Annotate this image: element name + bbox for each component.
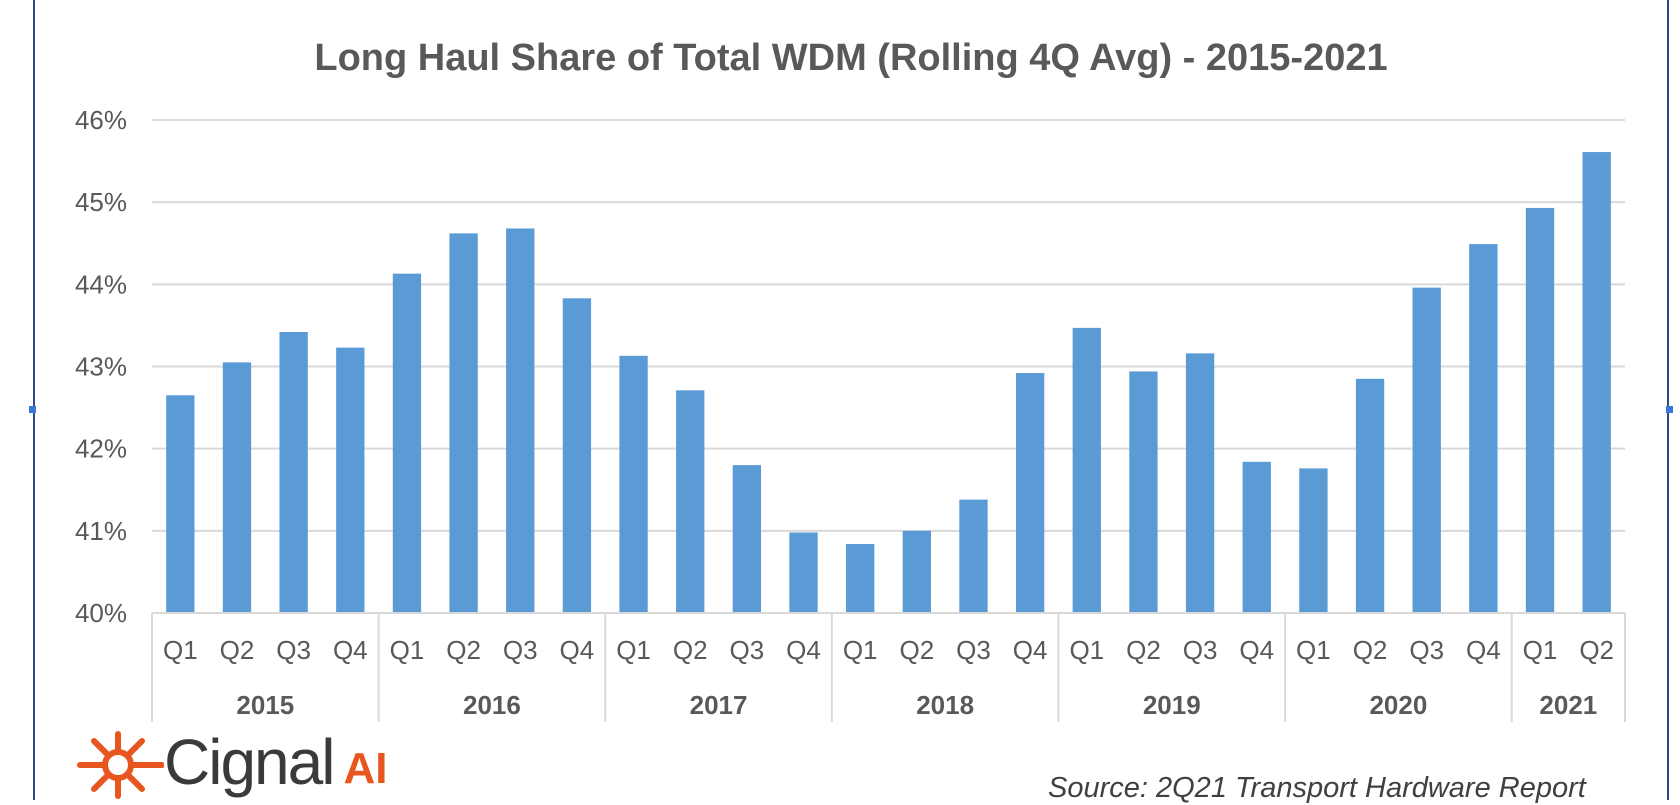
x-group-label: 2015 xyxy=(236,690,294,720)
y-tick-label: 41% xyxy=(75,516,127,546)
bar xyxy=(392,273,422,613)
bar xyxy=(1412,287,1441,613)
resize-handle-right[interactable] xyxy=(1666,406,1673,413)
bar xyxy=(846,543,875,613)
x-tick-label: Q1 xyxy=(163,635,198,665)
bars xyxy=(166,152,1611,614)
logo-ai: AI xyxy=(343,744,388,793)
bar xyxy=(1469,244,1498,614)
x-tick-label: Q2 xyxy=(1579,635,1614,665)
x-tick-label: Q1 xyxy=(1296,635,1331,665)
bar xyxy=(562,298,592,613)
source-note: Source: 2Q21 Transport Hardware Report xyxy=(1048,772,1586,804)
y-tick-label: 45% xyxy=(75,187,127,217)
x-group-label: 2016 xyxy=(463,690,521,720)
y-tick-label: 40% xyxy=(75,598,127,628)
x-tick-label: Q4 xyxy=(786,635,821,665)
x-group-label: 2019 xyxy=(1143,690,1201,720)
bar xyxy=(902,530,931,613)
x-axis: Q1 Q2 Q3 Q4 Q1 Q2 Q3 Q4 Q1 Q2 Q3 Q4 Q1 Q2 Q3 Q4 Q1 Q2 Q3 Q4… xyxy=(151,612,1626,722)
x-tick-label: Q2 xyxy=(446,635,481,665)
x-tick-label: Q1 xyxy=(616,635,651,665)
bar xyxy=(166,395,195,613)
bar xyxy=(449,233,478,613)
x-group-label: 2021 xyxy=(1539,690,1597,720)
bar xyxy=(959,499,988,613)
x-tick-label: Q3 xyxy=(956,635,991,665)
x-tick-label: Q1 xyxy=(390,635,425,665)
x-tick-label: Q4 xyxy=(1013,635,1048,665)
x-tick-label: Q3 xyxy=(503,635,538,665)
bar xyxy=(1582,152,1611,614)
cignal-ai-logo: Cignal AI xyxy=(72,730,387,800)
gridlines xyxy=(152,119,1625,532)
y-tick-label: 42% xyxy=(75,434,127,464)
x-tick-label: Q3 xyxy=(1183,635,1218,665)
x-tick-label: Q4 xyxy=(1466,635,1501,665)
x-tick-label: Q3 xyxy=(276,635,311,665)
x-tick-label: Q2 xyxy=(899,635,934,665)
x-tick-label: Q1 xyxy=(1069,635,1104,665)
bar xyxy=(1015,373,1045,613)
bar xyxy=(1129,371,1158,613)
bar xyxy=(732,465,762,613)
chart-frame xyxy=(33,0,1669,800)
x-tick-label: Q4 xyxy=(333,635,368,665)
bar xyxy=(506,228,535,613)
x-group-label: 2020 xyxy=(1369,690,1427,720)
bar xyxy=(1185,353,1215,613)
y-tick-label: 43% xyxy=(75,352,127,382)
x-tick-label: Q2 xyxy=(1353,635,1388,665)
bar xyxy=(1072,327,1101,613)
y-tick-label: 44% xyxy=(75,269,127,299)
x-group-label: 2018 xyxy=(916,690,974,720)
x-tick-label: Q4 xyxy=(560,635,595,665)
bar xyxy=(336,347,365,613)
bar xyxy=(789,532,818,613)
x-tick-label: Q1 xyxy=(843,635,878,665)
y-tick-label: 46% xyxy=(75,105,127,135)
x-tick-label: Q1 xyxy=(1523,635,1558,665)
bar xyxy=(222,362,252,613)
bar xyxy=(279,331,308,613)
bar xyxy=(1525,207,1555,613)
x-tick-label: Q3 xyxy=(730,635,765,665)
bar xyxy=(619,355,648,613)
chart-title: Long Haul Share of Total WDM (Rolling 4Q… xyxy=(314,37,1387,79)
resize-handle-left[interactable] xyxy=(29,406,36,413)
bar xyxy=(1355,378,1385,613)
x-tick-label: Q2 xyxy=(220,635,255,665)
x-tick-label: Q4 xyxy=(1239,635,1274,665)
x-tick-label: Q2 xyxy=(673,635,708,665)
bar xyxy=(1242,461,1271,613)
x-tick-label: Q2 xyxy=(1126,635,1161,665)
sun-burst-icon xyxy=(77,731,164,799)
x-group-label: 2017 xyxy=(690,690,748,720)
logo-name: Cignal xyxy=(164,726,335,798)
bar xyxy=(676,390,705,613)
bar xyxy=(1299,468,1328,613)
x-tick-label: Q3 xyxy=(1409,635,1444,665)
y-axis-ticks: 40% 41% 42% 43% 44% 45% 46% xyxy=(75,105,127,628)
